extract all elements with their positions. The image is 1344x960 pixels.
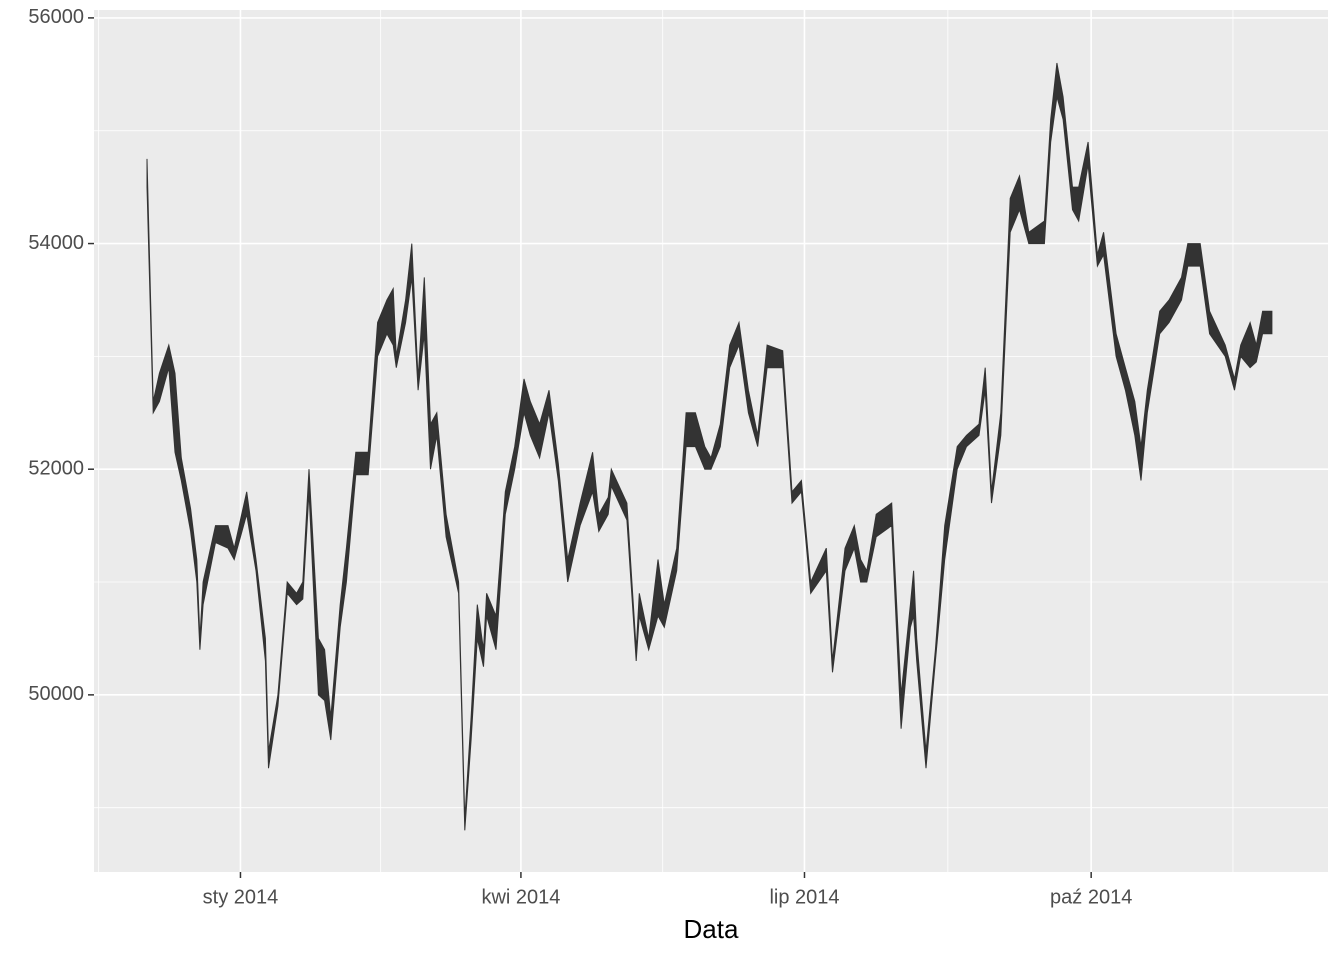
x-tick-label: paź 2014 [1050,886,1132,908]
y-tick-label: 56000 [28,6,84,28]
y-tick-label: 52000 [28,457,84,479]
panel-background [94,10,1328,872]
x-tick-label: lip 2014 [769,886,839,908]
x-axis-title: Data [684,914,739,944]
y-tick-label: 50000 [28,683,84,705]
x-tick-label: sty 2014 [203,886,279,908]
y-tick-label: 54000 [28,232,84,254]
x-tick-label: kwi 2014 [481,886,560,908]
ribbon [146,62,1273,831]
